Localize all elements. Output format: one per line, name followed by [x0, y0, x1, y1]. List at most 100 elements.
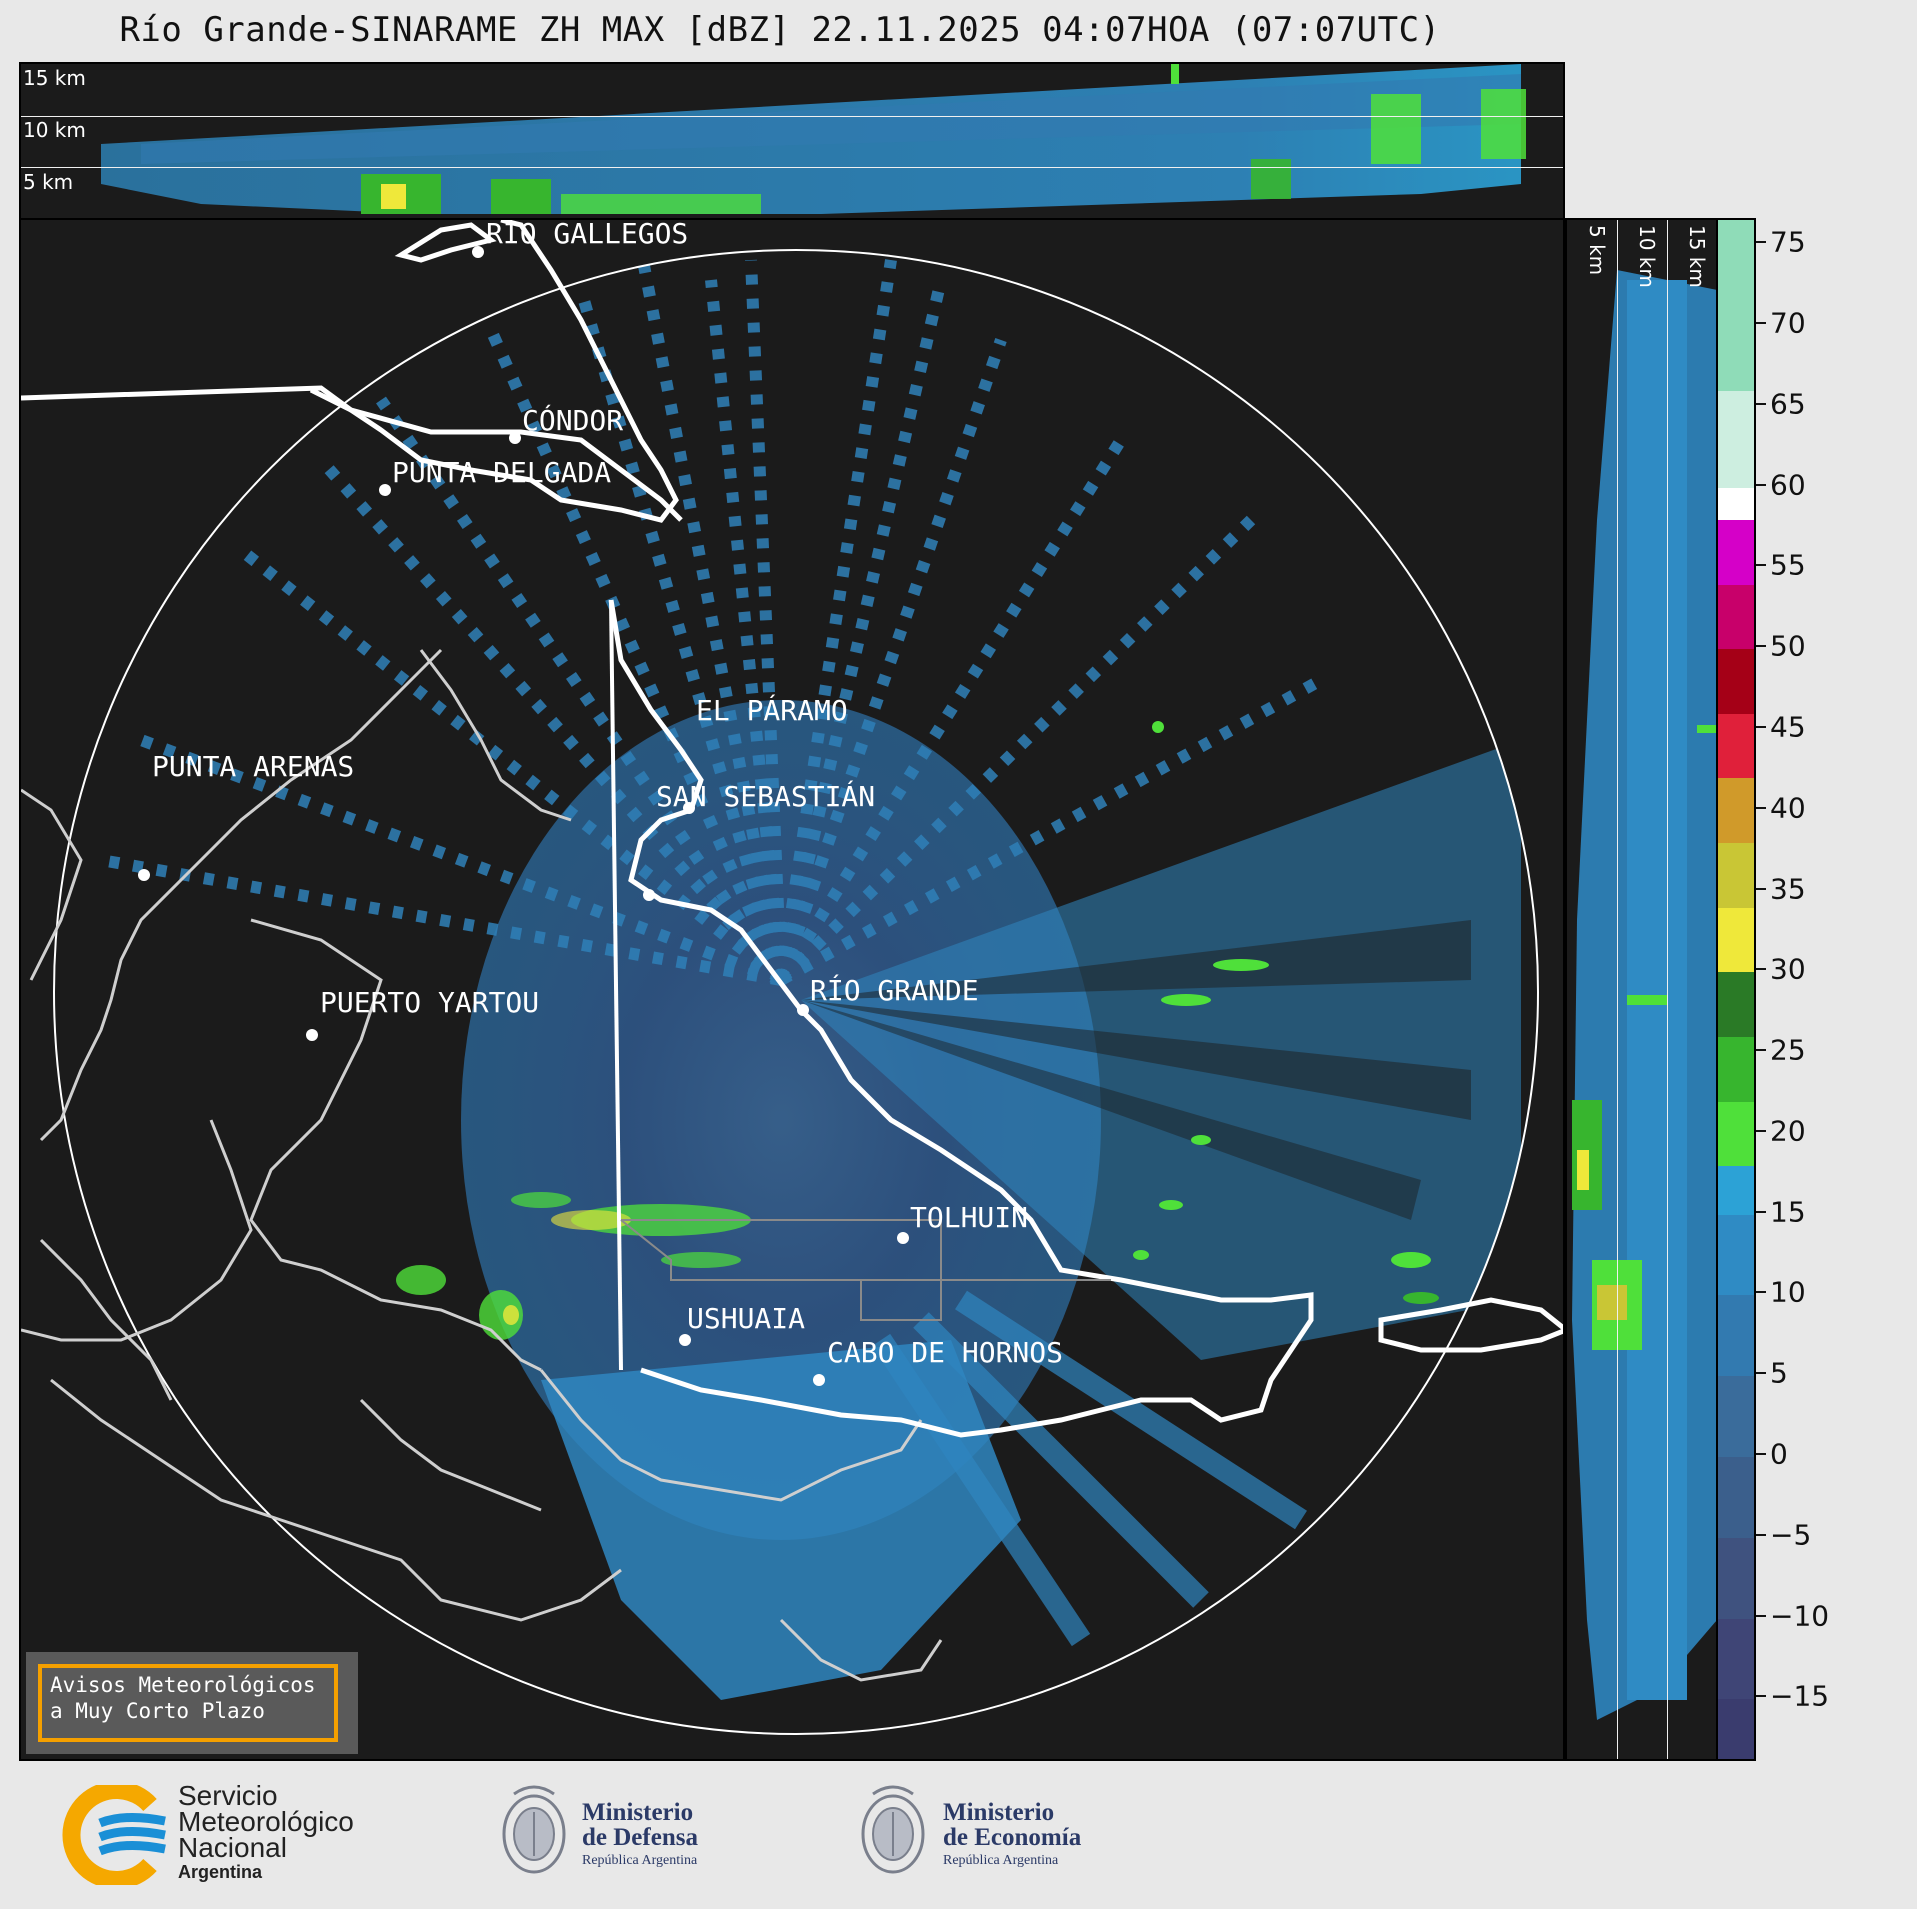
colorbar-tick-label: 60 [1770, 468, 1806, 502]
colorbar-tick-label: 5 [1770, 1356, 1788, 1390]
notice-box-frame: Avisos Meteorológicos a Muy Corto Plazo [38, 1664, 338, 1742]
defensa-shield-icon [502, 1785, 566, 1874]
colorbar-band [1718, 1213, 1754, 1296]
label-condor: CÓNDOR [522, 403, 623, 437]
colorbar-tick [1756, 1049, 1766, 1052]
colorbar-tick-label: −15 [1770, 1679, 1830, 1713]
economia-line-2: de Economía [943, 1824, 1082, 1851]
side-altitude-label-5km: 5 km [1585, 225, 1609, 276]
colorbar-band [1718, 583, 1754, 650]
colorbar-band [1718, 1698, 1754, 1759]
colorbar-tick [1756, 241, 1766, 244]
side-altitude-label-15km: 15 km [1685, 225, 1709, 288]
label-el-paramo: EL PÁRAMO [696, 693, 848, 727]
notice-line-1: Avisos Meteorológicos [50, 1673, 316, 1697]
defensa-line-3: República Argentina [582, 1853, 698, 1868]
economia-logo-text: Ministerio de Economía República Argenti… [943, 1800, 1081, 1872]
colorbar-tick [1756, 645, 1766, 648]
label-punta-arenas: PUNTA ARENAS [152, 750, 354, 783]
top-altitude-label-10km: 10 km [23, 118, 86, 142]
colorbar-tick [1756, 1129, 1766, 1132]
top-altitude-line-10km [21, 116, 1563, 117]
label-san-sebastian: SAN SEBASTIÁN [656, 779, 875, 813]
colorbar-tick [1756, 1695, 1766, 1698]
colorbar-band [1718, 842, 1754, 908]
colorbar-tick-label: 10 [1770, 1275, 1806, 1309]
colorbar-tick-label: 75 [1770, 225, 1806, 259]
side-altitude-label-10km: 10 km [1635, 225, 1659, 288]
top-altitude-label-5km: 5 km [23, 170, 74, 194]
top-altitude-label-15km: 15 km [23, 66, 86, 90]
colorbar-band [1718, 971, 1754, 1037]
top-altitude-line-5km [21, 167, 1563, 168]
colorbar-tick-label: 65 [1770, 387, 1806, 421]
colorbar-tick-label: 15 [1770, 1195, 1806, 1229]
smn-line-2: Meteorológico [178, 1806, 354, 1837]
colorbar-band [1718, 648, 1754, 714]
side-cross-section-plot [1572, 270, 1716, 1720]
chart-title: Río Grande-SINARAME ZH MAX [dBZ] 22.11.2… [119, 10, 1441, 50]
economia-line-1: Ministerio [943, 1799, 1055, 1826]
colorbar-tick [1756, 1291, 1766, 1294]
colorbar-tick [1756, 725, 1766, 728]
colorbar-band [1718, 518, 1754, 585]
label-punta-delgada: PUNTA DELGADA [392, 456, 611, 489]
label-puerto-yartou: PUERTO YARTOU [320, 986, 539, 1019]
colorbar-tick-label: 70 [1770, 306, 1806, 340]
defensa-line-1: Ministerio [582, 1799, 694, 1826]
radar-map: RÍO GALLEGOS CÓNDOR PUNTA DELGADA EL PÁR… [19, 218, 1565, 1761]
colorbar-band [1718, 220, 1754, 391]
colorbar-tick [1756, 402, 1766, 405]
economia-line-3: República Argentina [943, 1853, 1059, 1868]
colorbar-tick [1756, 564, 1766, 567]
convective-cells [396, 721, 1439, 1340]
side-altitude-line-10km [1667, 220, 1668, 1759]
colorbar-tick [1756, 1453, 1766, 1456]
smn-line-1: Servicio [178, 1780, 278, 1811]
colorbar-tick [1756, 483, 1766, 486]
colorbar-tick-label: 45 [1770, 710, 1806, 744]
range-ring [53, 249, 1539, 1735]
colorbar [1716, 218, 1756, 1761]
colorbar-tick-label: 25 [1770, 1033, 1806, 1067]
colorbar-band [1718, 1536, 1754, 1619]
colorbar-tick-label: 50 [1770, 629, 1806, 663]
colorbar-band [1718, 906, 1754, 973]
colorbar-tick-label: 20 [1770, 1114, 1806, 1148]
colorbar-tick [1756, 968, 1766, 971]
economia-shield-icon [861, 1785, 925, 1874]
colorbar-band [1718, 1035, 1754, 1102]
colorbar-band [1718, 1617, 1754, 1700]
colorbar-tick [1756, 1533, 1766, 1536]
colorbar-tick-label: 0 [1770, 1437, 1788, 1471]
colorbar-band [1718, 1294, 1754, 1377]
colorbar-tick [1756, 1210, 1766, 1213]
smn-logo-text: Servicio Meteorológico Nacional Argentin… [178, 1780, 354, 1883]
coastlines [21, 648, 943, 1682]
colorbar-tick-label: −10 [1770, 1599, 1830, 1633]
colorbar-tick-label: 55 [1770, 548, 1806, 582]
side-cross-section: 5 km 10 km 15 km [1565, 218, 1718, 1761]
colorbar-tick-label: 30 [1770, 952, 1806, 986]
label-tolhuin: TOLHUIN [910, 1201, 1028, 1234]
defensa-logo-text: Ministerio de Defensa República Argentin… [582, 1800, 698, 1872]
notice-box: Avisos Meteorológicos a Muy Corto Plazo [26, 1652, 358, 1754]
label-ushuaia: USHUAIA [687, 1302, 805, 1335]
side-altitude-line-5km [1617, 220, 1618, 1759]
notice-line-2: a Muy Corto Plazo [50, 1699, 265, 1723]
colorbar-band [1718, 777, 1754, 844]
top-cross-section: 15 km 10 km 5 km [19, 62, 1565, 220]
smn-logo-icon [62, 1785, 166, 1885]
smn-line-3: Nacional [178, 1832, 287, 1863]
label-rio-gallegos: RÍO GALLEGOS [486, 220, 688, 250]
colorbar-tick-label: 35 [1770, 872, 1806, 906]
colorbar-band [1718, 1100, 1754, 1167]
colorbar-band [1718, 389, 1754, 488]
radar-map-plot: RÍO GALLEGOS CÓNDOR PUNTA DELGADA EL PÁR… [21, 220, 1563, 1735]
colorbar-band [1718, 712, 1754, 779]
label-cabo-de-hornos: CABO DE HORNOS [827, 1336, 1063, 1369]
colorbar-tick [1756, 322, 1766, 325]
city-markers [138, 246, 909, 1386]
colorbar-band [1718, 486, 1754, 520]
label-rio-grande: RÍO GRANDE [810, 973, 979, 1007]
